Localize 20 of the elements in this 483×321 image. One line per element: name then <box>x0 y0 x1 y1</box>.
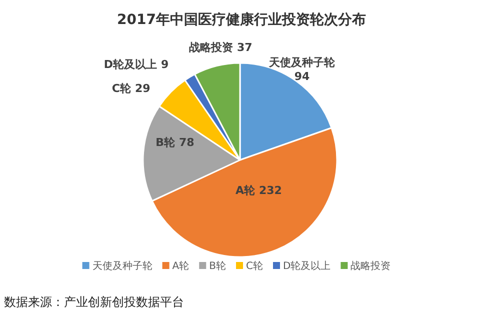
data-label: 29 <box>135 82 150 95</box>
legend-label: A轮 <box>172 260 190 272</box>
legend-label: D轮及以上 <box>283 260 331 272</box>
chart-title: 2017年中国医疗健康行业投资轮次分布 <box>117 11 366 28</box>
data-label: 78 <box>179 136 194 149</box>
data-label: 232 <box>259 184 282 197</box>
data-label: 9 <box>161 58 169 71</box>
legend-label: 战略投资 <box>350 260 391 272</box>
slice-label: 天使及种子轮 <box>268 56 336 69</box>
legend-label: C轮 <box>246 260 263 272</box>
slice-label: C轮 <box>112 82 132 95</box>
legend-label: 天使及种子轮 <box>92 260 152 272</box>
slice-label: D轮及以上 <box>104 58 157 71</box>
data-label: 37 <box>237 41 252 54</box>
source-note: 数据来源：产业创新创投数据平台 <box>4 295 184 309</box>
slice-label: A轮 <box>235 184 256 197</box>
slice-label: B轮 <box>156 136 176 149</box>
legend-label: B轮 <box>209 260 226 272</box>
data-label: 94 <box>294 70 310 83</box>
slice-label: 战略投资 <box>189 41 233 54</box>
